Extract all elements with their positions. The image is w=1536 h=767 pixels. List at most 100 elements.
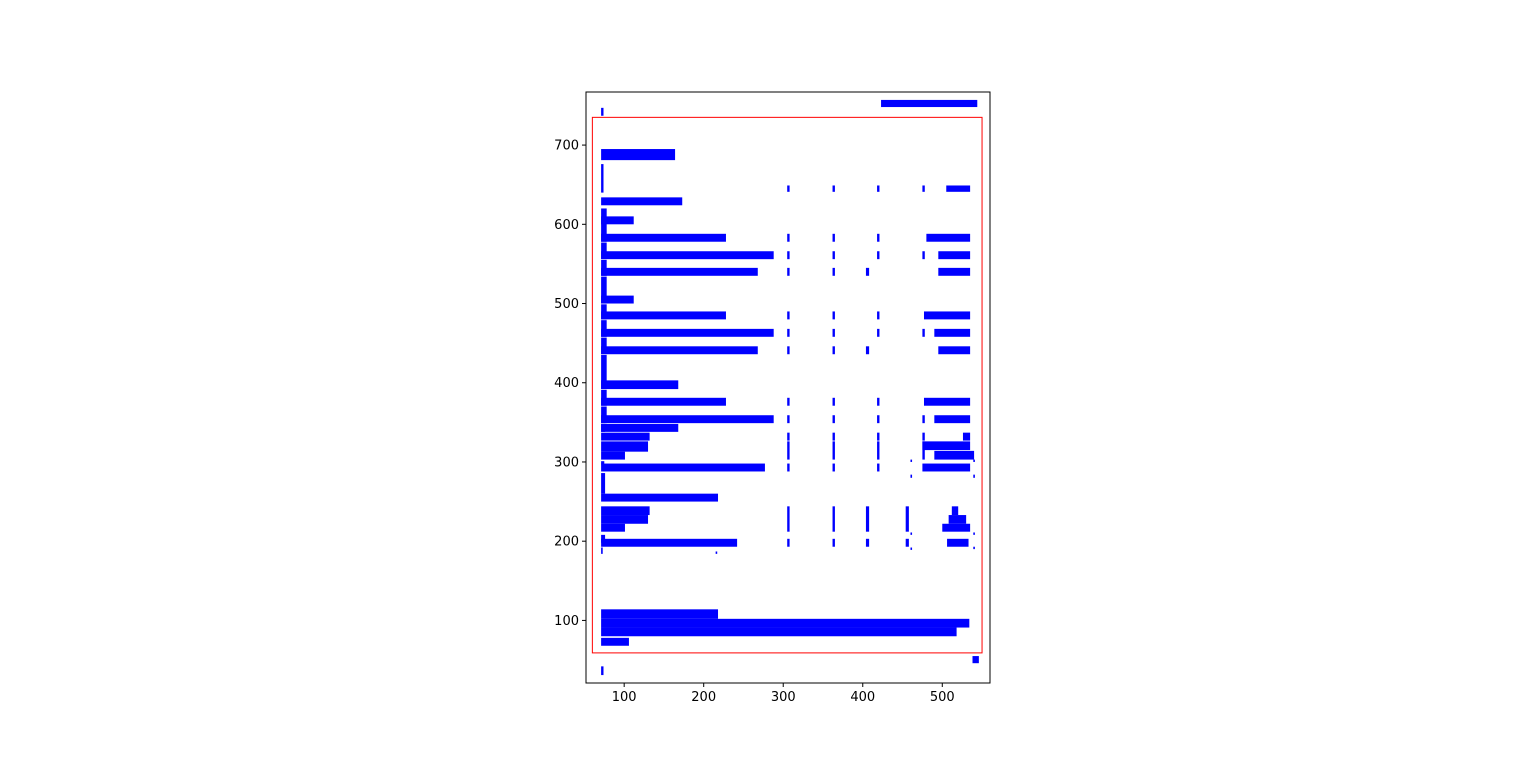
rect-mark-94 <box>601 506 650 516</box>
rect-mark-56 <box>832 397 835 406</box>
rect-mark-31 <box>601 295 634 304</box>
rect-mark-122 <box>601 666 604 676</box>
rect-mark-92 <box>601 473 606 494</box>
y-tick-label: 200 <box>554 535 579 550</box>
rect-mark-44 <box>934 328 971 337</box>
rect-mark-9 <box>601 197 683 206</box>
rect-mark-107 <box>601 538 738 547</box>
rect-mark-121 <box>972 656 979 664</box>
rect-mark-61 <box>787 415 790 424</box>
rect-mark-86 <box>787 463 790 472</box>
rect-mark-74 <box>601 441 649 452</box>
rect-mark-70 <box>832 432 835 441</box>
rect-mark-81 <box>934 450 975 460</box>
rect-mark-58 <box>923 397 971 406</box>
rect-mark-49 <box>865 346 870 355</box>
rect-mark-36 <box>877 311 880 320</box>
rect-mark-111 <box>905 538 909 547</box>
rect-mark-3 <box>601 164 604 193</box>
rect-mark-59 <box>601 406 607 424</box>
rect-mark-18 <box>601 251 774 260</box>
y-tick-label: 500 <box>554 297 579 312</box>
rect-mark-96 <box>601 523 625 532</box>
rect-mark-10 <box>601 208 607 242</box>
rect-mark-16 <box>926 233 971 242</box>
rect-mark-14 <box>832 233 835 242</box>
rect-mark-8 <box>946 185 971 192</box>
x-tick-label: 300 <box>771 690 796 705</box>
rect-mark-57 <box>877 397 880 406</box>
y-tick-label: 400 <box>554 376 579 391</box>
rect-mark-76 <box>787 441 790 460</box>
rect-mark-45 <box>601 337 607 355</box>
rect-mark-89 <box>922 463 971 472</box>
rect-mark-37 <box>923 311 971 320</box>
rect-mark-64 <box>922 415 925 424</box>
x-tick-label: 200 <box>691 690 716 705</box>
rect-mark-40 <box>787 328 790 337</box>
rect-mark-118 <box>601 618 970 628</box>
rect-mark-52 <box>601 380 679 390</box>
rect-mark-80 <box>922 441 971 451</box>
rect-mark-91 <box>973 474 975 478</box>
rect-mark-34 <box>787 311 790 320</box>
rect-mark-4 <box>787 185 790 192</box>
rect-mark-19 <box>787 251 790 260</box>
rect-mark-100 <box>905 506 909 532</box>
y-tick-label: 600 <box>554 218 579 233</box>
rect-mark-119 <box>601 627 957 637</box>
y-tick-label: 700 <box>554 139 579 154</box>
rect-mark-82 <box>910 459 913 462</box>
rect-mark-15 <box>877 233 880 242</box>
rect-mark-30 <box>601 276 607 304</box>
rect-marks <box>601 99 979 676</box>
rect-mark-43 <box>922 328 925 337</box>
rect-mark-65 <box>934 415 971 424</box>
rect-mark-48 <box>832 346 835 355</box>
x-tick-label: 400 <box>850 690 875 705</box>
rect-mark-67 <box>601 423 679 432</box>
rect-mark-39 <box>601 328 774 337</box>
x-tick-label: 100 <box>612 690 637 705</box>
rect-mark-117 <box>601 609 719 619</box>
rect-mark-87 <box>832 463 835 472</box>
rect-mark-38 <box>601 320 607 337</box>
rect-mark-115 <box>601 547 603 554</box>
rect-mark-47 <box>787 346 790 355</box>
rect-mark-68 <box>601 432 650 441</box>
y-tick-label: 300 <box>554 455 579 470</box>
rect-mark-99 <box>865 506 870 532</box>
x-tick-label: 500 <box>930 690 955 705</box>
rect-mark-6 <box>877 185 880 192</box>
rect-mark-95 <box>601 515 649 524</box>
rect-mark-54 <box>601 397 726 406</box>
rect-mark-23 <box>938 251 971 260</box>
rect-mark-62 <box>832 415 835 424</box>
rect-mark-85 <box>601 463 765 472</box>
rect-mark-109 <box>832 538 835 547</box>
rect-mark-97 <box>787 506 790 532</box>
rect-mark-114 <box>973 546 975 550</box>
rect-mark-83 <box>973 459 975 462</box>
rect-mark-88 <box>877 463 880 472</box>
rect-mark-28 <box>865 267 870 276</box>
rect-mark-78 <box>877 441 880 460</box>
rect-mark-2 <box>601 149 676 161</box>
rect-mark-11 <box>601 216 634 225</box>
rect-mark-60 <box>601 415 774 424</box>
rect-mark-46 <box>601 346 758 355</box>
rect-mark-55 <box>787 397 790 406</box>
rect-mark-12 <box>601 233 726 242</box>
rect-mark-77 <box>832 441 835 460</box>
rect-mark-35 <box>832 311 835 320</box>
rect-mark-21 <box>877 251 880 260</box>
rect-mark-71 <box>877 432 880 441</box>
y-tick-label: 100 <box>554 614 579 629</box>
rect-mark-98 <box>832 506 835 532</box>
rect-mark-42 <box>877 328 880 337</box>
rect-mark-101 <box>951 506 959 516</box>
rect-mark-1 <box>601 107 604 116</box>
rect-mark-113 <box>910 547 913 550</box>
